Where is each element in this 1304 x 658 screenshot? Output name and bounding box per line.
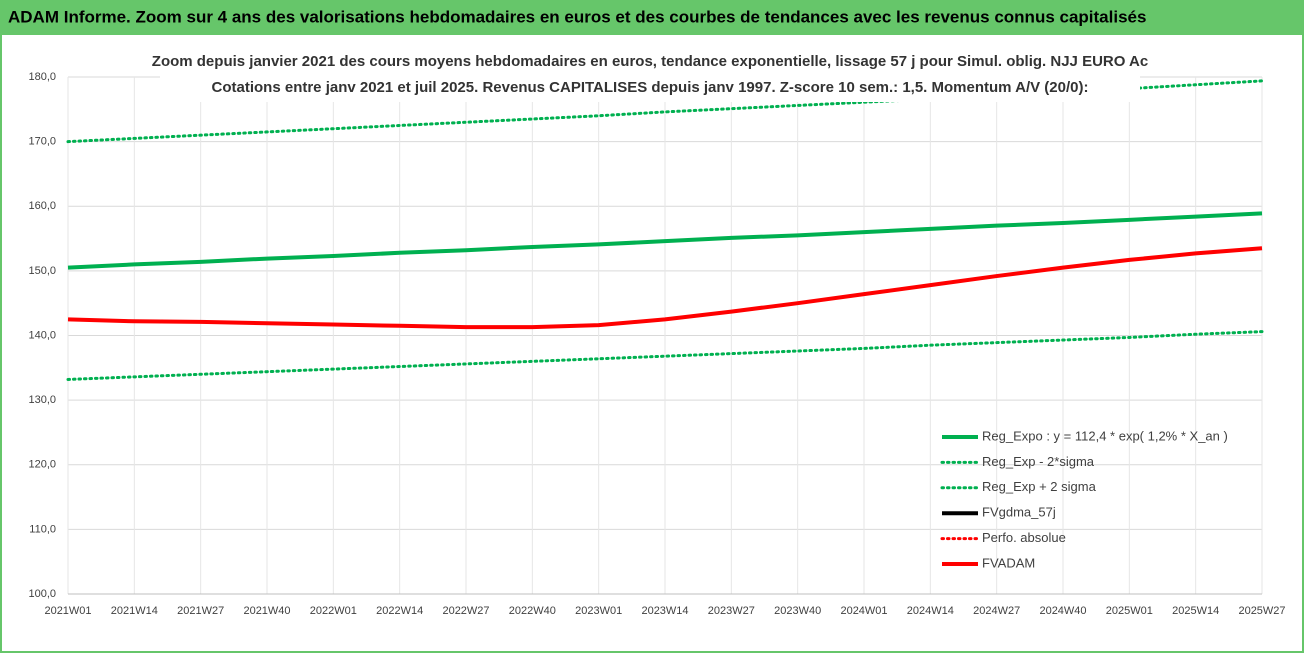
x-tick-label: 2025W27 <box>1238 605 1285 617</box>
y-tick-label: 100,0 <box>28 588 56 600</box>
y-tick-label: 110,0 <box>29 523 56 535</box>
legend-label: Reg_Exp + 2 sigma <box>982 479 1097 494</box>
x-tick-label: 2023W01 <box>575 605 622 617</box>
x-tick-label: 2021W14 <box>111 605 158 617</box>
x-tick-label: 2023W40 <box>774 605 821 617</box>
y-tick-label: 170,0 <box>28 136 56 148</box>
x-tick-label: 2021W40 <box>243 605 290 617</box>
x-tick-label: 2025W14 <box>1172 605 1219 617</box>
x-tick-label: 2025W01 <box>1106 605 1153 617</box>
frame <box>0 33 1304 653</box>
legend-label: Reg_Exp - 2*sigma <box>982 454 1095 469</box>
series-line <box>67 211 1263 270</box>
x-tick-label: 2022W01 <box>310 605 357 617</box>
y-tick-label: 180,0 <box>28 71 56 83</box>
legend-label: FVADAM <box>982 555 1035 570</box>
x-tick-label: 2024W14 <box>907 605 954 617</box>
x-tick-label: 2024W01 <box>840 605 887 617</box>
x-tick-label: 2022W14 <box>376 605 423 617</box>
x-tick-label: 2021W01 <box>44 605 91 617</box>
series-line <box>67 246 1263 330</box>
y-tick-label: 120,0 <box>28 459 56 471</box>
chart-subtitle: Cotations entre janv 2021 et juil 2025. … <box>212 79 1089 96</box>
x-tick-label: 2024W27 <box>973 605 1020 617</box>
series-line <box>66 330 1264 381</box>
y-tick-label: 160,0 <box>28 200 56 212</box>
legend-label: Perfo. absolue <box>982 530 1066 545</box>
x-tick-label: 2023W14 <box>641 605 688 617</box>
legend-label: Reg_Expo : y = 112,4 * exp( 1,2% * X_an … <box>982 428 1228 443</box>
chart-title: Zoom depuis janvier 2021 des cours moyen… <box>152 53 1148 70</box>
title-box <box>160 48 1140 102</box>
header-title: ADAM Informe. Zoom sur 4 ans des valoris… <box>8 7 1146 26</box>
x-tick-label: 2022W40 <box>509 605 556 617</box>
header-bar <box>0 0 1304 34</box>
x-tick-label: 2022W27 <box>442 605 489 617</box>
x-tick-label: 2024W40 <box>1039 605 1086 617</box>
y-tick-label: 140,0 <box>28 329 56 341</box>
y-tick-label: 150,0 <box>28 265 56 277</box>
x-tick-label: 2021W27 <box>177 605 224 617</box>
y-tick-label: 130,0 <box>28 394 56 406</box>
legend-label: FVgdma_57j <box>982 505 1056 520</box>
x-tick-label: 2023W27 <box>708 605 755 617</box>
